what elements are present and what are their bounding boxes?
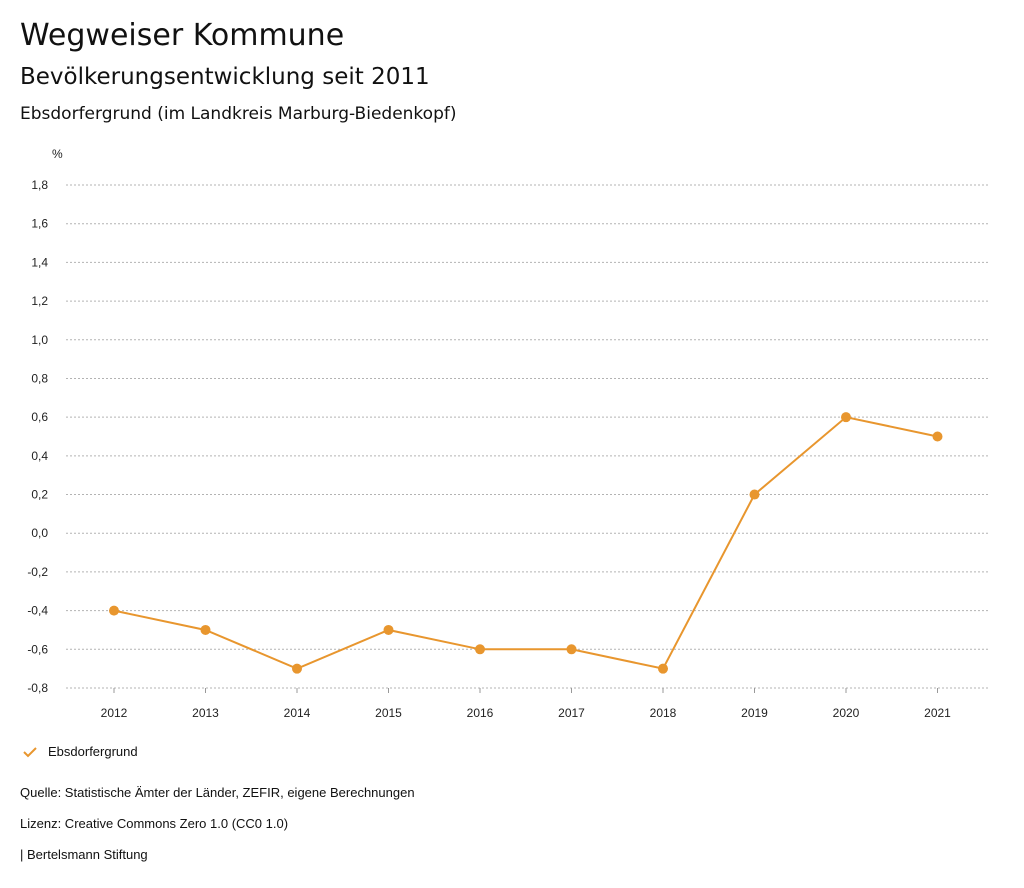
source-note: Quelle: Statistische Ämter der Länder, Z… bbox=[20, 785, 415, 800]
y-tick-label: 1,0 bbox=[31, 333, 48, 347]
chart-subtitle: Bevölkerungsentwicklung seit 2011 bbox=[20, 64, 430, 90]
y-tick-label: -0,6 bbox=[27, 642, 48, 656]
y-tick-label: 0,0 bbox=[31, 526, 48, 540]
series-layer bbox=[109, 412, 943, 674]
y-tick-label: 0,6 bbox=[31, 410, 48, 424]
x-tick-label: 2019 bbox=[741, 706, 768, 720]
data-point bbox=[841, 412, 851, 423]
legend-item-ebsdorfergrund[interactable]: Ebsdorfergrund bbox=[22, 744, 138, 759]
data-point bbox=[932, 431, 943, 442]
place-name: Ebsdorfergrund (im Landkreis Marburg-Bie… bbox=[20, 104, 457, 124]
x-tick-label: 2021 bbox=[924, 706, 951, 720]
page-title: Wegweiser Kommune bbox=[20, 18, 345, 53]
y-tick-label: -0,8 bbox=[27, 681, 48, 695]
y-tick-label: 0,2 bbox=[31, 488, 48, 502]
check-icon bbox=[23, 746, 37, 757]
y-tick-label: 1,2 bbox=[31, 294, 48, 308]
y-tick-label: 1,4 bbox=[31, 255, 48, 269]
publisher-note: | Bertelsmann Stiftung bbox=[20, 847, 148, 862]
data-point bbox=[749, 489, 760, 500]
legend-label: Ebsdorfergrund bbox=[48, 744, 138, 759]
x-tick-label: 2012 bbox=[101, 706, 128, 720]
y-tick-label: 0,4 bbox=[31, 449, 48, 463]
x-tick-label: 2018 bbox=[650, 706, 677, 720]
y-tick-label: 1,6 bbox=[31, 217, 48, 231]
series-line bbox=[113, 416, 938, 670]
x-tick-label: 2016 bbox=[467, 706, 494, 720]
x-tick-label: 2015 bbox=[375, 706, 402, 720]
y-tick-labels: -0,8 -0,6 -0,4 -0,2 0,0 0,2 0,4 0,6 0,8 1,0 1,2 1,4… bbox=[27, 178, 48, 695]
y-tick-label: 1,8 bbox=[31, 178, 48, 192]
line-chart: -0,8 -0,6 -0,4 -0,2 0,0 0,2 0,4 0,6 0,8 1,0 1,2 1,4… bbox=[27, 147, 990, 720]
x-tick-label: 2020 bbox=[833, 706, 860, 720]
y-tick-label: -0,2 bbox=[27, 565, 48, 579]
x-tick-label: 2017 bbox=[558, 706, 585, 720]
data-point bbox=[475, 644, 485, 655]
y-tick-label: 0,8 bbox=[31, 371, 48, 385]
y-axis-unit: % bbox=[52, 147, 63, 161]
data-point bbox=[566, 644, 577, 655]
license-note: Lizenz: Creative Commons Zero 1.0 (CC0 1… bbox=[20, 816, 289, 831]
y-tick-label: -0,4 bbox=[27, 604, 48, 618]
data-point bbox=[383, 624, 394, 635]
x-tick-label: 2014 bbox=[284, 706, 311, 720]
data-point bbox=[292, 663, 302, 674]
data-point bbox=[200, 624, 211, 635]
data-point bbox=[658, 663, 668, 674]
data-point bbox=[109, 605, 119, 616]
x-tick-label: 2013 bbox=[192, 706, 219, 720]
x-tick-labels: 2012 2013 2014 2015 2016 2017 2018 2019 2020 2021 bbox=[101, 688, 951, 720]
grid-lines bbox=[66, 184, 990, 689]
